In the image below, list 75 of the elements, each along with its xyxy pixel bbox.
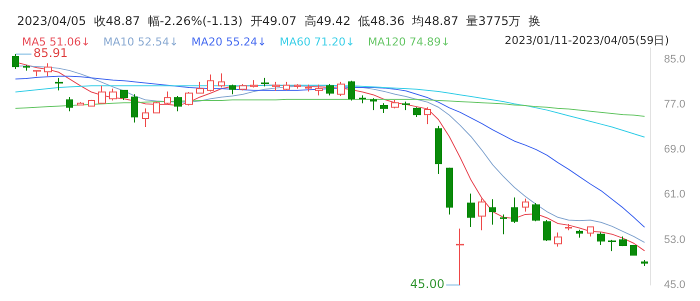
candlestick — [641, 260, 648, 267]
candlestick — [229, 84, 236, 95]
candlestick — [565, 224, 572, 231]
candlestick — [33, 70, 41, 77]
candlestick — [456, 228, 464, 286]
candlestick — [294, 84, 301, 90]
series-label: MA5 51.06↓ — [22, 36, 90, 48]
candlestick — [250, 80, 258, 88]
candlestick — [55, 77, 63, 91]
text: MA120 74.89↓ — [368, 36, 450, 48]
candlestick — [337, 81, 345, 96]
candlestick — [348, 80, 355, 101]
candlestick — [576, 229, 583, 238]
candlestick — [66, 96, 73, 112]
candlestick — [283, 81, 290, 91]
chart-subtitle: 2023/01/11-2023/04/05(59日) — [504, 34, 670, 47]
candlestick — [207, 74, 214, 92]
candlestick — [500, 214, 507, 235]
y-tick-label: 77.0 — [664, 98, 686, 110]
candlestick — [196, 81, 204, 94]
candlestick — [391, 99, 399, 109]
annotation: 85.91 — [33, 46, 68, 60]
candlestick — [424, 106, 431, 125]
candlestick — [511, 197, 518, 224]
line-series — [14, 84, 646, 138]
candlestick — [489, 198, 496, 226]
candlestick — [630, 244, 637, 256]
y-tick-label: 85.0 — [664, 53, 686, 66]
candlestick — [522, 198, 529, 212]
candlestick — [608, 239, 616, 252]
candlestick — [272, 81, 280, 92]
candlestick — [619, 236, 627, 247]
candlestick — [77, 102, 84, 106]
text: MA20 55.24↓ — [191, 36, 267, 48]
chart-title: 2023/04/05 收48.87 幅-2.26%(-1.13) 开49.07 高49.42 低48.36 均48.87 量3775万 换 — [17, 14, 540, 28]
candlestick — [12, 54, 19, 70]
candlestick — [261, 77, 269, 87]
candlestick — [142, 108, 149, 128]
candlestick — [435, 125, 442, 174]
candlestick — [164, 90, 171, 105]
line-series — [14, 98, 646, 117]
candlestick — [218, 72, 225, 88]
candlestick — [315, 84, 323, 96]
candlestick — [305, 84, 312, 92]
candlestick — [478, 198, 486, 231]
candlestick — [174, 95, 182, 112]
candlestick — [359, 94, 366, 104]
candlestick — [532, 202, 540, 222]
candlestick — [446, 167, 453, 215]
annotation: 45.00 — [410, 277, 445, 291]
y-tick-label: 69.0 — [664, 144, 686, 156]
candlestick — [543, 220, 551, 242]
candlestick — [120, 90, 128, 100]
candlestick — [467, 193, 475, 228]
candlestick — [88, 99, 95, 107]
text: MA10 52.54↓ — [103, 36, 178, 48]
candlestick — [587, 226, 594, 237]
candlestick — [413, 106, 421, 118]
y-tick-label: 45.0 — [664, 279, 686, 291]
text: MA60 71.20↓ — [280, 36, 355, 48]
candlestick — [131, 94, 138, 123]
y-tick-label: 61.0 — [664, 188, 686, 201]
candlestick — [402, 101, 410, 111]
candlestick — [554, 232, 562, 248]
candlestick — [109, 88, 117, 101]
candlestick — [153, 101, 160, 114]
candlestick — [185, 92, 193, 106]
candlestick — [380, 102, 388, 114]
candlestick — [597, 232, 605, 246]
candlestick — [326, 84, 334, 96]
candlestick — [23, 64, 30, 72]
candlestick — [98, 85, 106, 104]
y-tick-label: 53.0 — [664, 234, 686, 246]
candlestick — [239, 84, 247, 91]
candlestick — [370, 98, 377, 111]
